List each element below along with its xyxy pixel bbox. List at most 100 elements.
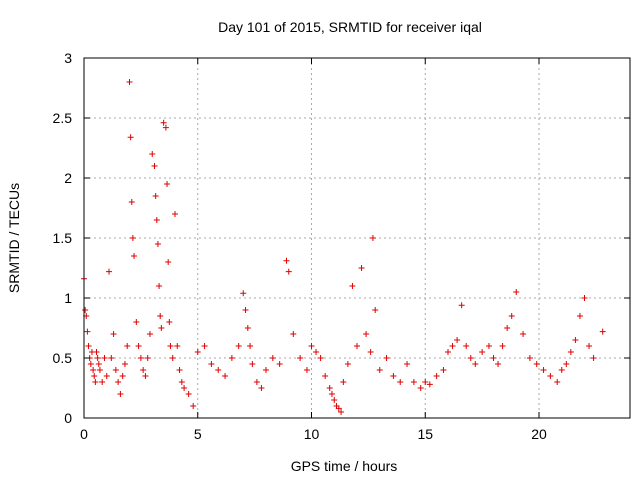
data-point <box>247 343 254 349</box>
data-point <box>404 361 411 367</box>
data-point <box>328 391 335 397</box>
data-point <box>140 367 147 373</box>
data-point <box>445 349 451 355</box>
data-point <box>127 134 134 141</box>
data-point <box>99 379 106 385</box>
data-point <box>101 355 108 361</box>
data-point <box>376 367 383 373</box>
data-point <box>383 355 390 361</box>
data-point <box>422 379 429 385</box>
data-point <box>326 385 333 391</box>
data-point <box>285 268 292 275</box>
data-point <box>92 379 99 385</box>
data-point <box>190 403 197 409</box>
data-point <box>201 343 208 349</box>
data-point <box>167 343 174 349</box>
data-point <box>297 355 304 361</box>
data-point <box>164 181 171 187</box>
data-point <box>178 379 185 385</box>
data-point <box>283 257 290 264</box>
data-point <box>390 373 397 379</box>
data-point <box>144 355 151 361</box>
data-point <box>526 355 533 361</box>
data-point <box>417 385 424 391</box>
data-point <box>152 193 159 199</box>
data-point <box>154 241 161 247</box>
data-point <box>263 367 269 373</box>
data-point <box>397 379 404 385</box>
data-point <box>367 349 374 355</box>
data-point <box>479 349 486 355</box>
data-point <box>449 343 456 349</box>
data-point <box>463 343 470 349</box>
data-point <box>344 361 351 367</box>
data-point <box>513 289 520 295</box>
y-tick-label: 2 <box>64 170 72 186</box>
data-point <box>258 385 265 391</box>
data-point <box>94 355 101 361</box>
data-point <box>176 367 183 373</box>
data-point <box>440 367 447 373</box>
data-point <box>235 343 242 349</box>
data-point <box>126 79 133 85</box>
data-point <box>308 343 315 349</box>
data-point <box>354 343 360 349</box>
data-point <box>454 337 461 343</box>
data-point <box>172 211 178 217</box>
data-point <box>540 367 547 373</box>
data-point <box>185 391 192 397</box>
data-point <box>153 217 160 223</box>
data-point <box>576 313 583 319</box>
data-point <box>84 328 91 335</box>
data-point <box>93 349 100 355</box>
data-point <box>106 268 113 275</box>
data-point <box>228 355 235 361</box>
x-tick-label: 20 <box>531 426 547 442</box>
data-point <box>137 355 144 361</box>
data-point <box>458 302 465 309</box>
data-point <box>554 379 561 385</box>
chart-title: Day 101 of 2015, SRMTID for receiver iqa… <box>218 19 482 35</box>
data-point <box>110 331 117 337</box>
data-point <box>112 367 119 373</box>
data-point <box>142 373 149 379</box>
data-point <box>349 283 356 289</box>
data-point <box>242 307 249 313</box>
axis-ticks: 0 5 10 15 20 0 0.5 1 1.5 2 2.5 3 <box>53 50 630 442</box>
data-point <box>331 397 338 403</box>
data-point <box>194 349 201 355</box>
data-point <box>115 379 122 385</box>
data-point <box>335 405 342 412</box>
data-point <box>124 343 131 349</box>
data-point <box>169 355 176 361</box>
data-point <box>563 361 570 367</box>
data-point <box>426 381 433 388</box>
data-point <box>215 367 222 373</box>
data-point <box>520 331 527 337</box>
data-point <box>157 313 164 319</box>
data-points <box>81 79 606 415</box>
data-point <box>495 361 502 367</box>
x-tick-label: 5 <box>194 426 202 442</box>
data-point <box>533 361 540 367</box>
data-point <box>91 373 98 379</box>
data-point <box>567 349 574 355</box>
data-point <box>485 343 492 349</box>
data-point <box>117 391 124 397</box>
y-tick-label: 0.5 <box>53 350 73 366</box>
data-point <box>372 307 379 313</box>
data-point <box>313 349 320 355</box>
data-point <box>303 367 310 373</box>
data-point <box>174 343 181 349</box>
data-point <box>358 265 365 271</box>
data-point <box>433 373 440 379</box>
data-point <box>363 331 370 337</box>
data-point <box>160 119 167 126</box>
data-point <box>158 325 165 331</box>
x-tick-label: 0 <box>80 426 88 442</box>
y-tick-label: 0 <box>64 410 72 426</box>
data-point <box>222 373 229 379</box>
data-point <box>508 313 515 319</box>
